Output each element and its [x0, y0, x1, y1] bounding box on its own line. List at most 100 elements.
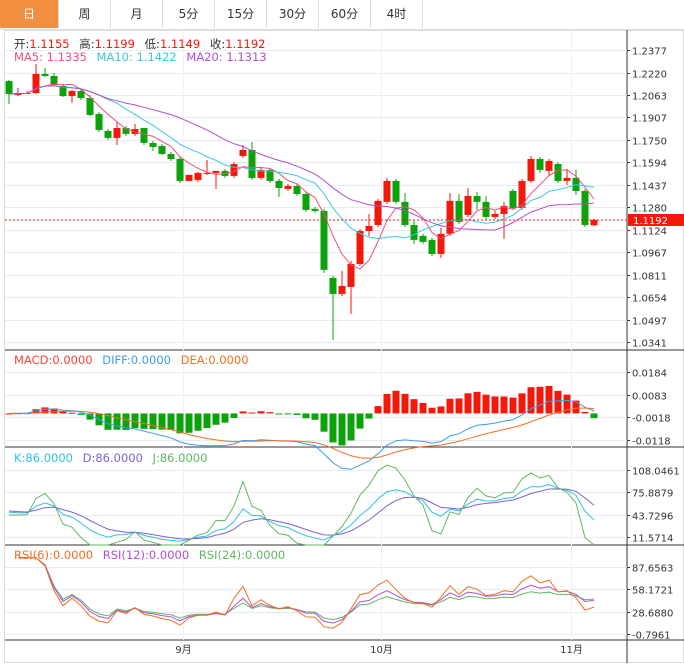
candle-body: [401, 201, 409, 225]
price-tick-label: 1.0654: [632, 294, 667, 305]
macd-bar: [356, 413, 364, 429]
macd-bar: [590, 413, 598, 419]
candle-body: [14, 93, 22, 96]
tab-5min[interactable]: 5分: [163, 0, 215, 28]
candle-body: [338, 285, 346, 294]
ma-legend: MA5: 1.1335 MA10: 1.1422 MA20: 1.1313: [14, 50, 273, 64]
candle: [563, 168, 571, 185]
candle: [554, 162, 562, 183]
candle-body: [446, 200, 454, 234]
price-tick-label: 1.1124: [632, 227, 667, 238]
candle: [239, 144, 247, 158]
macd-bar: [302, 413, 310, 419]
candle: [59, 83, 67, 98]
tab-60min[interactable]: 60分: [319, 0, 371, 28]
macd-bar: [347, 413, 355, 441]
rsi24-value: RSI(24):0.0000: [198, 548, 286, 562]
candle-body: [500, 205, 508, 214]
period-tabs: 日 周 月 5分 15分 30分 60分 4时: [0, 0, 684, 30]
candle: [527, 155, 535, 183]
macd-bar: [500, 396, 508, 414]
macd-bar: [86, 413, 94, 420]
rsi12-value: RSI(12):0.0000: [102, 548, 190, 562]
candle-body: [50, 75, 58, 85]
d-line: [8, 488, 595, 540]
macd-bar: [257, 411, 265, 414]
candle: [419, 233, 427, 244]
candle-body: [419, 235, 427, 242]
candle: [455, 193, 463, 224]
diff-line: [8, 399, 595, 470]
current-price-label: 1.1192: [633, 216, 668, 227]
candle: [158, 143, 166, 155]
candle: [545, 158, 553, 176]
macd-bar: [518, 393, 526, 414]
macd-bar: [554, 390, 562, 414]
macd-bar: [284, 413, 292, 415]
macd-bar: [527, 387, 535, 414]
dea-line: [9, 407, 595, 459]
j-value: J:86.0000: [152, 451, 208, 465]
ma10-value: MA10: 1.1422: [96, 50, 177, 64]
candle: [104, 129, 112, 140]
candle-body: [410, 224, 418, 240]
price-tick-label: 1.1907: [632, 114, 667, 125]
candle: [572, 169, 580, 195]
candle-body: [293, 185, 301, 194]
close-value: 1.1192: [225, 37, 266, 51]
candle: [140, 128, 148, 145]
macd-bar: [428, 407, 436, 414]
price-tick-label: 1.2063: [632, 92, 667, 103]
candle-body: [203, 172, 211, 174]
candle: [437, 227, 445, 258]
rsi6-value: RSI(6):0.0000: [14, 548, 94, 562]
low-value: 1.1149: [159, 37, 201, 51]
candle: [392, 178, 400, 204]
price-tick-label: 1.2377: [632, 47, 667, 58]
x-axis-label: 10月: [370, 644, 393, 656]
candle-body: [491, 213, 499, 217]
macd-bar: [140, 413, 148, 429]
kdj-tick-label: 43.7296: [632, 512, 673, 523]
candle: [320, 208, 328, 273]
candle-body: [302, 193, 310, 210]
tab-week[interactable]: 周: [59, 0, 111, 28]
price-tick-label: 1.0497: [632, 317, 667, 328]
ma10-line: [8, 85, 595, 240]
macd-bar: [455, 398, 463, 414]
candle-body: [194, 172, 202, 180]
candle: [284, 183, 292, 191]
macd-bar: [5, 413, 13, 415]
macd-bar: [464, 393, 472, 414]
macd-bar: [113, 413, 121, 430]
candle-body: [536, 158, 544, 170]
macd-value: MACD:0.0000: [14, 353, 93, 367]
tab-month[interactable]: 月: [111, 0, 163, 28]
macd-bar: [203, 413, 211, 429]
ma5-line: [8, 83, 595, 270]
macd-bar: [122, 413, 130, 430]
candle: [410, 220, 418, 244]
macd-tick-label: -0.0118: [632, 437, 671, 448]
macd-bar: [149, 413, 157, 430]
candle: [5, 79, 13, 104]
macd-bar: [419, 403, 427, 414]
candle: [491, 210, 499, 219]
candle: [293, 183, 301, 196]
candle-body: [284, 185, 292, 189]
candle-body: [59, 85, 67, 97]
price-tick-label: 1.0811: [632, 272, 667, 283]
k-line: [8, 483, 595, 542]
open-label: 开:: [14, 37, 30, 51]
candle: [212, 170, 220, 189]
macd-bar: [473, 391, 481, 414]
tab-4hour[interactable]: 4时: [371, 0, 423, 28]
price-tick-label: 1.2220: [632, 70, 667, 81]
macd-bar: [365, 413, 373, 419]
tab-30min[interactable]: 30分: [267, 0, 319, 28]
tab-15min[interactable]: 15分: [215, 0, 267, 28]
macd-bar: [248, 412, 256, 414]
price-tick-label: 1.1594: [632, 159, 667, 170]
tab-day[interactable]: 日: [0, 0, 59, 28]
